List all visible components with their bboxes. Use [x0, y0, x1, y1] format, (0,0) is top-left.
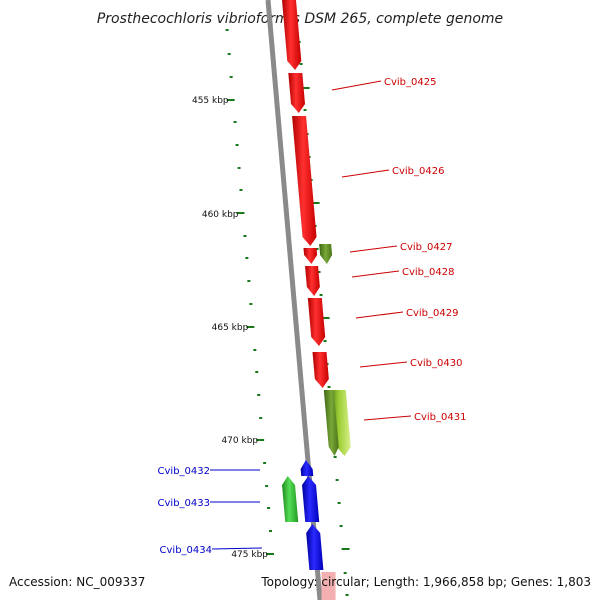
label-leader: [355, 311, 404, 319]
gene-label-cvib-0425[interactable]: Cvib_0425: [384, 77, 436, 88]
kbp-scale: 455 kbp 460 kbp 465 kbp 470 kbp 475 kbp: [192, 96, 268, 560]
gene-label-cvib-0430[interactable]: Cvib_0430: [410, 358, 462, 369]
gene-label-cvib-0429[interactable]: Cvib_0429: [406, 308, 458, 319]
kbp-label: 475 kbp: [231, 550, 268, 560]
gene-arrow-cvib-0428[interactable]: [303, 248, 318, 264]
gene-label-cvib-0434[interactable]: Cvib_0434: [160, 545, 212, 556]
label-leader: [359, 361, 408, 368]
label-leader: [349, 245, 398, 253]
gene-label-cvib-0426[interactable]: Cvib_0426: [392, 166, 444, 177]
gene-arrow-cvib-0430[interactable]: [312, 352, 329, 388]
gene-arrow-cvib-0425[interactable]: [288, 73, 306, 113]
label-leader: [341, 169, 390, 178]
genome-summary: Topology: circular; Length: 1,966,858 bp…: [260, 575, 591, 589]
partial-gene-feature: [321, 572, 336, 600]
gene-arrow-cvib-0425[interactable]: [292, 116, 317, 246]
gene-labels: Cvib_0425 Cvib_0426 Cvib_0427 Cvib_0428 Cvib…: [158, 77, 467, 556]
gene-arrow-cvib-0428[interactable]: [305, 266, 320, 296]
kbp-label: 455 kbp: [192, 96, 229, 106]
gene-features: [282, 0, 351, 600]
label-leader: [331, 80, 382, 91]
gene-label-cvib-0427[interactable]: Cvib_0427: [400, 242, 452, 253]
label-leader: [363, 415, 412, 421]
gene-label-cvib-0428[interactable]: Cvib_0428: [402, 267, 454, 278]
gene-label-cvib-0431[interactable]: Cvib_0431: [414, 412, 466, 423]
label-leader: [211, 547, 263, 550]
gene-arrow-cvib-0433[interactable]: [282, 476, 299, 522]
gene-arrow-cvib-0431[interactable]: [323, 390, 339, 456]
genome-title: Prosthecochloris vibrioformis DSM 265, c…: [97, 11, 503, 27]
kbp-label: 470 kbp: [221, 436, 258, 446]
kbp-label: 460 kbp: [202, 210, 239, 220]
left-tick-track: [225, 29, 275, 555]
kbp-label: 465 kbp: [212, 323, 249, 333]
gene-arrow-cvib-0432[interactable]: [300, 460, 314, 476]
gene-arrow-cvib-0427[interactable]: [319, 244, 333, 264]
accession-label: Accession: NC_009337: [9, 575, 145, 589]
gene-arrow-cvib-0429[interactable]: [307, 298, 326, 346]
label-leader: [351, 270, 400, 278]
gene-arrow-cvib-0425[interactable]: [282, 0, 302, 70]
gene-arrow-cvib-0434[interactable]: [302, 476, 320, 522]
gene-label-cvib-0433[interactable]: Cvib_0433: [158, 498, 210, 509]
gene-arrow-cvib-0434[interactable]: [306, 524, 324, 570]
gene-label-cvib-0432[interactable]: Cvib_0432: [158, 466, 210, 477]
